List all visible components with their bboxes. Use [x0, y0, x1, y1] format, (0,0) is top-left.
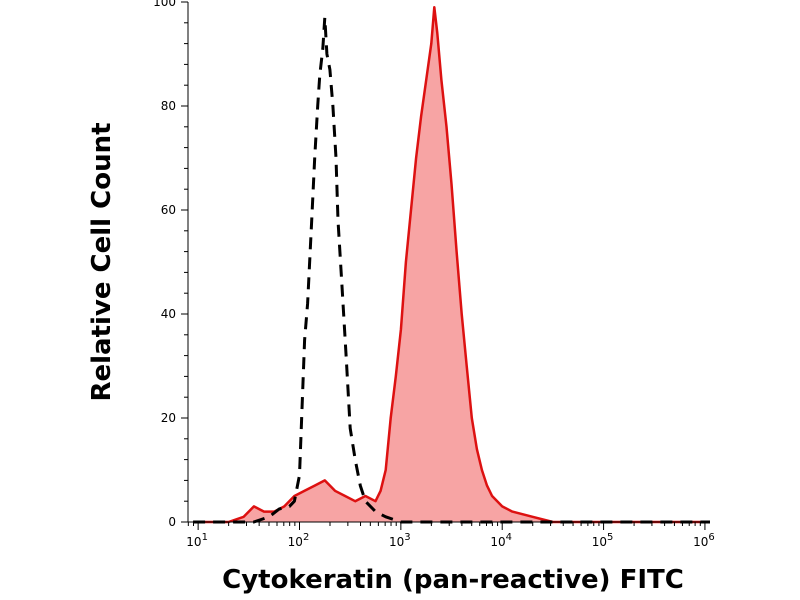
x-tick-label: 101 — [186, 532, 208, 549]
y-tick-label: 20 — [161, 411, 176, 425]
plot-area — [193, 5, 711, 524]
y-tick-label: 0 — [168, 515, 176, 529]
y-axis-title: Relative Cell Count — [87, 122, 117, 401]
x-tick-label: 104 — [490, 532, 512, 549]
y-tick-label: 40 — [161, 307, 176, 321]
x-axis-title: Cytokeratin (pan-reactive) FITC — [222, 565, 684, 595]
isotype-control-line — [193, 16, 710, 524]
cytokeratin-pan-reactive-fitc-fill — [193, 7, 711, 522]
x-tick-label: 105 — [592, 532, 614, 549]
x-tick-label: 103 — [389, 532, 411, 549]
y-tick-label: 100 — [153, 0, 176, 9]
y-tick-label: 60 — [161, 203, 176, 217]
y-tick-label: 80 — [161, 99, 176, 113]
x-tick-label: 102 — [288, 532, 310, 549]
x-tick-label: 106 — [693, 532, 715, 549]
cytokeratin-pan-reactive-fitc-line — [193, 5, 710, 524]
